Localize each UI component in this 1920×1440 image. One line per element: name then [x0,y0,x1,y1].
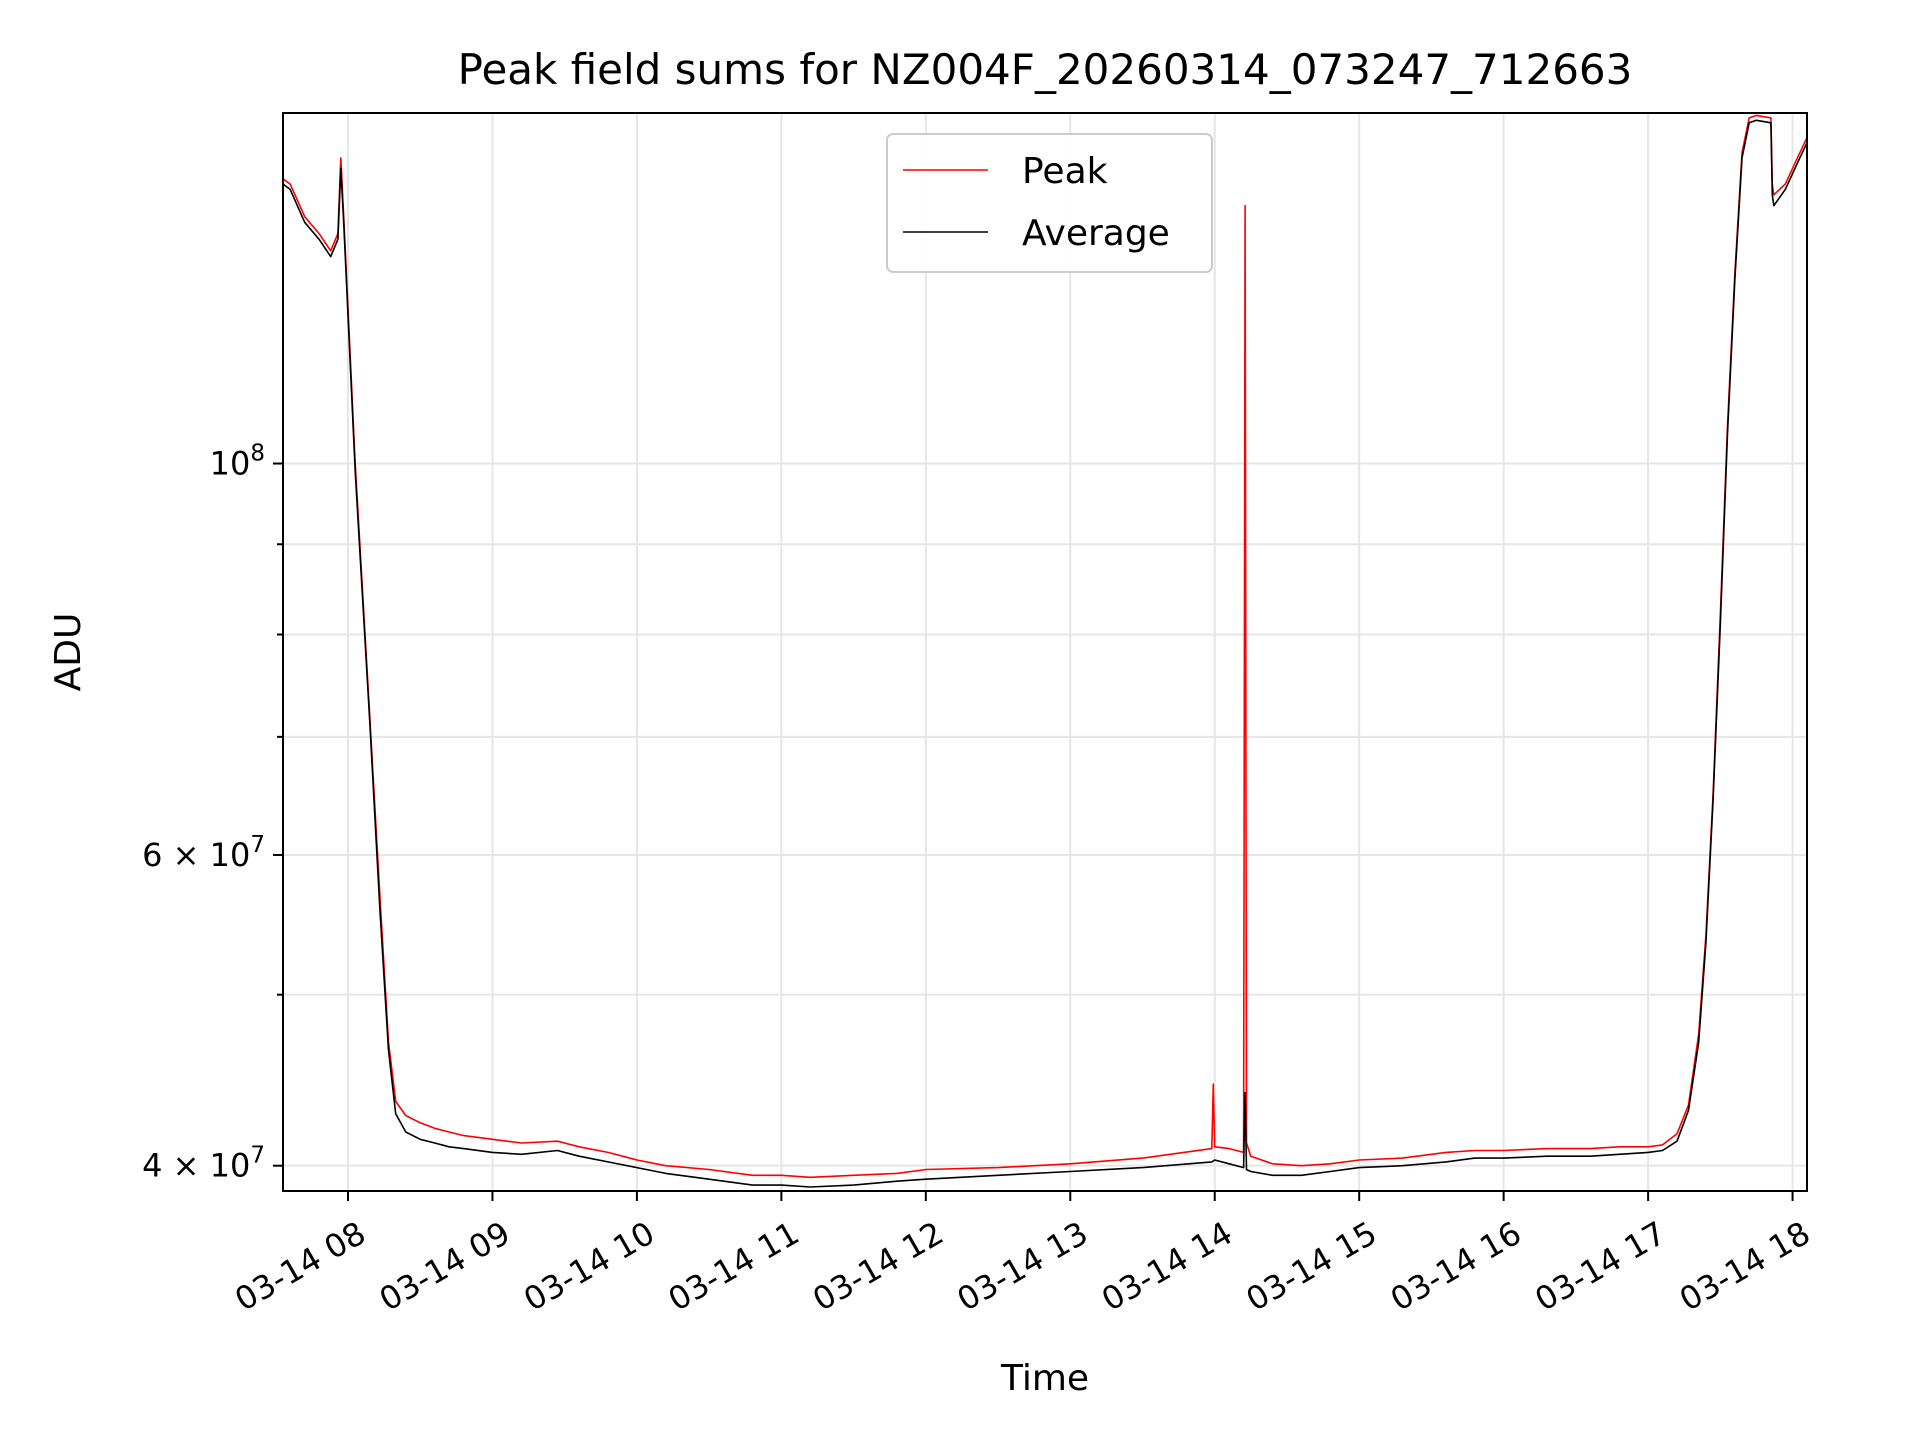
legend-label-average: Average [1022,213,1170,254]
grid [283,113,1807,1191]
chart-title: Peak field sums for NZ004F_20260314_0732… [458,45,1633,94]
legend: Peak Average [886,133,1213,273]
axes-frame [282,112,1808,1192]
x-axis-label: Time [1000,1358,1089,1399]
y-axis: 4 × 107 6 × 107 108 [142,441,283,1185]
y-tick-label: 4 × 107 [142,1143,265,1185]
plot-area [282,114,1808,1188]
legend-box [886,133,1213,273]
y-tick-label: 108 [210,441,265,483]
series-line-average [282,119,1808,1188]
y-tick-label: 6 × 107 [142,832,265,874]
legend-label-peak: Peak [1022,151,1108,192]
y-axis-label: ADU [48,613,89,692]
